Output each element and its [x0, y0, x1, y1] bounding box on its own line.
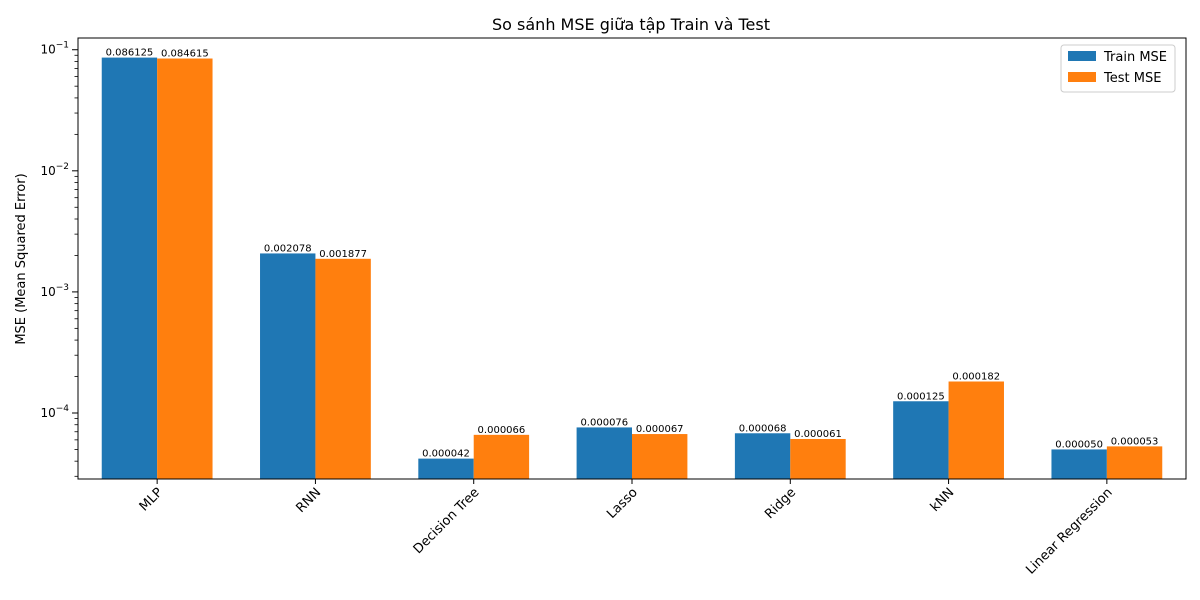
bar-test-3 — [632, 434, 688, 479]
y-axis-label: MSE (Mean Squared Error) — [14, 173, 29, 344]
bar-test-2 — [473, 434, 530, 479]
y-tick-label-2: 10−2 — [40, 162, 69, 178]
x-tick-label-0: MLP — [137, 485, 166, 514]
plot-frame — [77, 37, 1187, 480]
bar-train-3 — [576, 427, 632, 479]
bar-train-5 — [893, 401, 949, 479]
y-axis-ticks: 10−4 10−3 10−2 10−1 — [40, 41, 78, 477]
data-label-test-5: 0.000182 — [952, 372, 1000, 383]
data-label-train-0: 0.086125 — [106, 48, 154, 59]
data-label-train-3: 0.000076 — [580, 417, 628, 428]
legend-swatch-train — [1068, 51, 1096, 61]
legend: Train MSE Test MSE — [1060, 44, 1176, 93]
data-label-test-3: 0.000067 — [636, 424, 684, 435]
data-label-train-6: 0.000050 — [1055, 439, 1103, 450]
data-label-test-4: 0.000061 — [794, 429, 842, 440]
bar-train-2 — [418, 458, 474, 479]
bars-layer — [101, 57, 1163, 480]
data-label-train-5: 0.000125 — [897, 391, 945, 402]
x-tick-label-1: RNN — [294, 485, 325, 516]
x-tick-label-3: Lasso — [604, 485, 641, 522]
data-label-train-2: 0.000042 — [422, 449, 470, 460]
bar-train-1 — [260, 253, 316, 479]
bar-test-0 — [157, 58, 213, 480]
x-tick-label-2: Decision Tree — [411, 485, 483, 557]
y-tick-label-0: 10−4 — [40, 404, 69, 420]
x-tick-label-5: kNN — [928, 485, 958, 515]
data-label-test-6: 0.000053 — [1111, 436, 1159, 447]
chart-title: So sánh MSE giữa tập Train và Test — [492, 15, 770, 34]
legend-label-test: Test MSE — [1103, 71, 1161, 86]
legend-swatch-test — [1068, 72, 1096, 82]
data-label-train-1: 0.002078 — [264, 243, 312, 254]
data-label-train-4: 0.000068 — [739, 423, 787, 434]
bar-test-5 — [948, 381, 1004, 479]
data-labels-layer: 0.086125 0.084615 0.002078 0.001877 0.000042… — [106, 48, 1159, 460]
bar-test-6 — [1106, 446, 1163, 479]
legend-label-train: Train MSE — [1103, 50, 1167, 65]
data-label-test-1: 0.001877 — [319, 249, 367, 260]
bar-train-4 — [734, 433, 791, 479]
bar-train-0 — [101, 57, 158, 480]
x-tick-label-4: Ridge — [762, 485, 799, 522]
bar-train-6 — [1051, 449, 1107, 479]
y-tick-label-3: 10−1 — [40, 41, 69, 57]
bar-test-1 — [315, 258, 371, 479]
data-label-test-0: 0.084615 — [161, 49, 209, 60]
bar-test-4 — [790, 438, 846, 479]
data-label-test-2: 0.000066 — [478, 425, 526, 436]
y-tick-label-1: 10−3 — [40, 283, 69, 299]
x-tick-label-6: Linear Regression — [1023, 485, 1115, 577]
x-axis-ticks: MLP RNN Decision Tree Lasso Ridge kNN Linear R… — [137, 479, 1116, 578]
